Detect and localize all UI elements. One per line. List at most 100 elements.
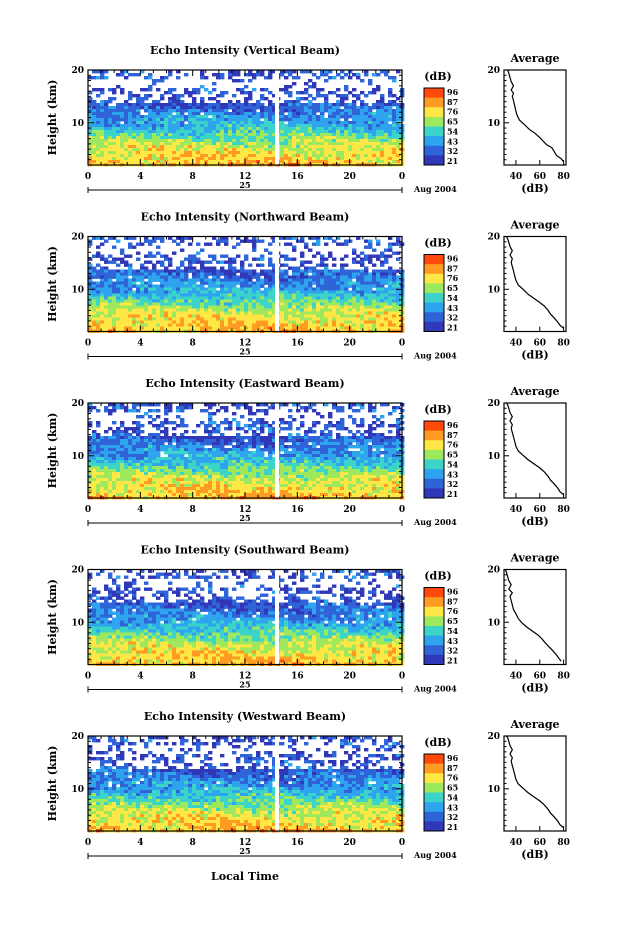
heatmap-cell — [140, 127, 145, 131]
heatmap-cell — [340, 269, 345, 273]
heatmap-cell — [396, 311, 401, 315]
heatmap-cell — [344, 284, 349, 288]
heatmap-cell — [280, 127, 285, 131]
colorbar-label: 65 — [447, 117, 458, 127]
heatmap-cell — [312, 275, 317, 279]
heatmap-cell — [232, 133, 237, 137]
heatmap-cell — [164, 127, 169, 131]
heatmap-cell — [232, 436, 237, 440]
heatmap-cell — [168, 109, 173, 113]
heatmap-cell — [260, 145, 265, 149]
heatmap-cell — [336, 424, 341, 428]
heatmap-cell — [372, 320, 377, 324]
heatmap-cell — [284, 70, 289, 74]
heatmap-cell — [292, 326, 297, 330]
heatmap-cell — [120, 320, 125, 324]
heatmap-cell — [104, 139, 109, 143]
heatmap-cell — [144, 139, 149, 143]
heatmap-cell — [260, 427, 265, 431]
heatmap-cell — [128, 284, 133, 288]
heatmap-cell — [396, 139, 401, 143]
heatmap-cell — [360, 257, 365, 261]
heatmap-cell — [136, 115, 141, 119]
heatmap-cell — [348, 320, 353, 324]
heatmap-cell — [364, 136, 369, 140]
heatmap-cell — [164, 436, 169, 440]
heatmap-cell — [344, 281, 349, 285]
heatmap-cell — [180, 305, 185, 309]
heatmap-cell — [96, 115, 101, 119]
heatmap-cell — [372, 436, 377, 440]
heatmap-cell — [384, 115, 389, 119]
heatmap-cell — [216, 409, 221, 413]
heatmap-cell — [372, 263, 377, 267]
heatmap-cell — [388, 311, 393, 315]
heatmap-cell — [100, 275, 105, 279]
heatmap-cell — [136, 421, 141, 425]
heatmap-cell — [356, 275, 361, 279]
heatmap-cell — [396, 269, 401, 273]
heatmap-cell — [244, 436, 249, 440]
heatmap-cell — [288, 91, 293, 95]
heatmap-cell — [348, 436, 353, 440]
heatmap-cell — [88, 436, 93, 440]
heatmap-cell — [252, 154, 257, 158]
heatmap-cell — [268, 430, 273, 434]
heatmap-cell — [180, 127, 185, 131]
heatmap-cell — [372, 311, 377, 315]
heatmap-cell — [112, 284, 117, 288]
heatmap-cell — [392, 299, 397, 303]
heatmap-cell — [188, 254, 193, 258]
heatmap-cell — [184, 127, 189, 131]
heatmap-cell — [104, 115, 109, 119]
heatmap-cell — [244, 112, 249, 116]
heatmap-cell — [292, 142, 297, 146]
heatmap-cell — [268, 148, 273, 152]
heatmap-cell — [128, 154, 133, 158]
heatmap-cell — [108, 260, 113, 264]
heatmap-cell — [272, 406, 277, 410]
heatmap-cell — [268, 127, 273, 131]
heatmap-cell — [124, 281, 129, 285]
heatmap-cell — [356, 439, 361, 443]
heatmap-cell — [352, 115, 357, 119]
colorbar-swatch — [424, 273, 444, 284]
heatmap-cell — [140, 154, 145, 158]
heatmap-cell — [172, 287, 177, 291]
heatmap-cell — [228, 260, 233, 264]
heatmap-cell — [344, 151, 349, 155]
heatmap-cell — [232, 299, 237, 303]
heatmap-cell — [92, 323, 97, 327]
heatmap-cell — [292, 136, 297, 140]
heatmap-cell — [140, 115, 145, 119]
heatmap-cell — [344, 118, 349, 122]
heatmap-cell — [208, 284, 213, 288]
heatmap-cell — [168, 406, 173, 410]
heatmap-cell — [196, 136, 201, 140]
heatmap-cell — [216, 151, 221, 155]
heatmap-cell — [396, 157, 401, 161]
heatmap-cell — [212, 451, 217, 455]
heatmap-cell — [168, 409, 173, 413]
heatmap-cell — [252, 323, 257, 327]
heatmap-cell — [308, 269, 313, 273]
heatmap-cell — [320, 124, 325, 128]
heatmap-cell — [160, 118, 165, 122]
heatmap-cell — [92, 106, 97, 110]
heatmap-cell — [272, 118, 277, 122]
heatmap-cell — [280, 154, 285, 158]
heatmap-cell — [364, 127, 369, 131]
heatmap-cell — [384, 326, 389, 330]
heatmap-cell — [176, 133, 181, 137]
heatmap-cell — [332, 278, 337, 282]
heatmap-cell — [296, 445, 301, 449]
heatmap-cell — [176, 445, 181, 449]
heatmap-cell — [360, 106, 365, 110]
heatmap-cell — [304, 151, 309, 155]
heatmap-cell — [260, 269, 265, 273]
heatmap-cell — [160, 139, 165, 143]
heatmap-cell — [304, 281, 309, 285]
heatmap-cell — [180, 424, 185, 428]
heatmap-cell — [212, 103, 217, 107]
heatmap-cell — [300, 290, 305, 294]
